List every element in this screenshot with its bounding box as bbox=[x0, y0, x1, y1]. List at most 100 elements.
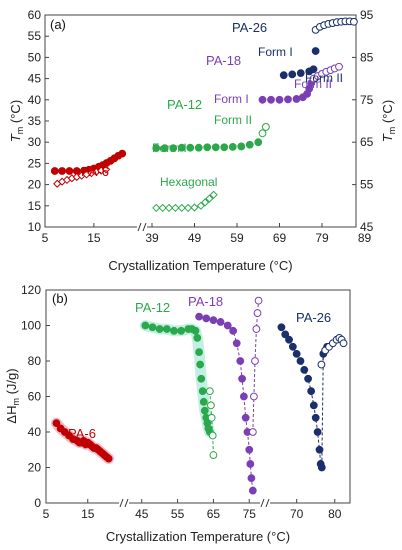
data-point bbox=[304, 374, 312, 383]
data-point bbox=[335, 62, 343, 71]
data-point bbox=[211, 143, 220, 152]
data-point bbox=[277, 323, 286, 332]
axis-break-gap bbox=[119, 498, 129, 508]
y-tick-label: 100 bbox=[21, 319, 41, 333]
series-label: PA-18 bbox=[188, 294, 223, 309]
y-tick-label-left: 35 bbox=[28, 114, 42, 128]
data-point bbox=[313, 428, 322, 436]
data-point bbox=[252, 325, 261, 333]
annotation-label: Form I bbox=[258, 45, 293, 59]
data-point bbox=[170, 326, 178, 335]
data-point bbox=[216, 318, 225, 326]
series-pa-12 bbox=[205, 387, 218, 459]
data-point bbox=[169, 144, 178, 153]
series-pa-26 bbox=[277, 323, 332, 472]
annotation-label: Form II bbox=[305, 71, 343, 85]
x-tick-label: 15 bbox=[87, 231, 101, 245]
data-point bbox=[209, 316, 218, 325]
data-point bbox=[200, 406, 209, 415]
x-tick-label: 89 bbox=[358, 231, 372, 245]
x-tick-label: 59 bbox=[230, 231, 244, 245]
data-point bbox=[311, 413, 320, 422]
data-point bbox=[285, 335, 293, 344]
x-tick-label: 5 bbox=[42, 231, 49, 245]
y-axis-title-main: T bbox=[8, 133, 23, 142]
data-point bbox=[267, 95, 275, 104]
panel-a: 10 15 20 25 30 35 40 45 50 55 60 45 55 65 75 85 95 5 15 39 4… bbox=[8, 8, 397, 273]
y-tick-label-left: 50 bbox=[28, 50, 42, 64]
y-tick-label-left: 60 bbox=[28, 8, 42, 22]
data-point bbox=[196, 201, 205, 210]
y-axis-title-left: Tm (°C) bbox=[8, 100, 25, 142]
y-axis-title-main: T bbox=[380, 133, 395, 142]
data-point bbox=[186, 143, 195, 152]
data-point bbox=[250, 392, 258, 401]
data-point bbox=[296, 357, 305, 365]
x-tick-label: 55 bbox=[171, 507, 185, 521]
annotation-label: Form I bbox=[152, 141, 187, 155]
series-label: PA-26 bbox=[296, 310, 331, 325]
y-axis-title-main: ΔH bbox=[4, 406, 19, 424]
data-point bbox=[194, 143, 203, 152]
x-tick-label: 70 bbox=[290, 507, 304, 521]
y-tick-label-right: 85 bbox=[360, 50, 374, 64]
y-tick-label: 20 bbox=[28, 461, 42, 475]
data-point bbox=[279, 71, 288, 80]
data-point bbox=[309, 65, 318, 74]
data-point bbox=[177, 143, 186, 152]
data-point bbox=[207, 413, 216, 422]
y-tick-label: 80 bbox=[28, 354, 42, 368]
data-point bbox=[191, 326, 200, 335]
y-tick-label-left: 10 bbox=[28, 220, 42, 234]
data-point bbox=[292, 95, 301, 103]
data-point bbox=[152, 203, 161, 213]
data-point bbox=[248, 486, 257, 495]
data-point bbox=[258, 95, 267, 104]
y-axis-title: ΔHm (J/g) bbox=[4, 368, 21, 423]
y-axis-title-unit: (J/g) bbox=[4, 368, 19, 398]
x-axis-title: Crystallization Temperature (°C) bbox=[108, 258, 292, 273]
data-point bbox=[201, 198, 210, 207]
data-point bbox=[317, 463, 326, 472]
data-point bbox=[199, 397, 208, 406]
series-pa-18 bbox=[195, 312, 257, 495]
axis-break-mark bbox=[260, 498, 270, 508]
panel-label: (a) bbox=[50, 17, 66, 32]
data-point bbox=[251, 357, 259, 365]
data-point bbox=[245, 445, 254, 454]
series-pa-6 bbox=[52, 419, 113, 463]
series-line bbox=[198, 316, 254, 491]
data-point bbox=[102, 165, 111, 174]
data-point bbox=[148, 323, 157, 332]
x-tick-label: 69 bbox=[273, 231, 287, 245]
series-pa-6 bbox=[53, 165, 111, 188]
data-point bbox=[284, 95, 292, 104]
y-tick-label-left: 15 bbox=[28, 199, 42, 213]
y-tick-label-left: 45 bbox=[28, 72, 42, 86]
annotation-label: PA-6 bbox=[81, 164, 109, 179]
data-point bbox=[58, 167, 67, 175]
y-tick-label: 120 bbox=[21, 283, 41, 297]
data-point bbox=[207, 401, 215, 410]
axis-break-mark bbox=[119, 498, 129, 508]
panel-b: 0 20 40 60 80 100 120 5 15 45 55 65 75 70 80 Crystalliz… bbox=[4, 283, 351, 544]
data-point bbox=[220, 143, 229, 152]
y-axis-title-unit: (°C) bbox=[8, 100, 23, 127]
data-point bbox=[162, 325, 171, 333]
data-point bbox=[223, 321, 232, 330]
data-point bbox=[236, 357, 245, 365]
annotation-label: Form II bbox=[214, 113, 252, 127]
annotation-label: PA-26 bbox=[232, 20, 267, 35]
series-pa-26 bbox=[317, 334, 348, 369]
data-point bbox=[307, 387, 316, 396]
plot-frame bbox=[44, 14, 357, 228]
data-point bbox=[241, 413, 250, 422]
x-tick-label: 39 bbox=[145, 231, 159, 245]
series-label: PA-6 bbox=[68, 426, 96, 441]
y-tick-label-right: 55 bbox=[360, 178, 374, 192]
data-point bbox=[253, 309, 262, 317]
series-label: PA-12 bbox=[135, 300, 170, 315]
axis-break-gap bbox=[137, 222, 147, 232]
y-axis-title-sub: m bbox=[11, 398, 21, 406]
